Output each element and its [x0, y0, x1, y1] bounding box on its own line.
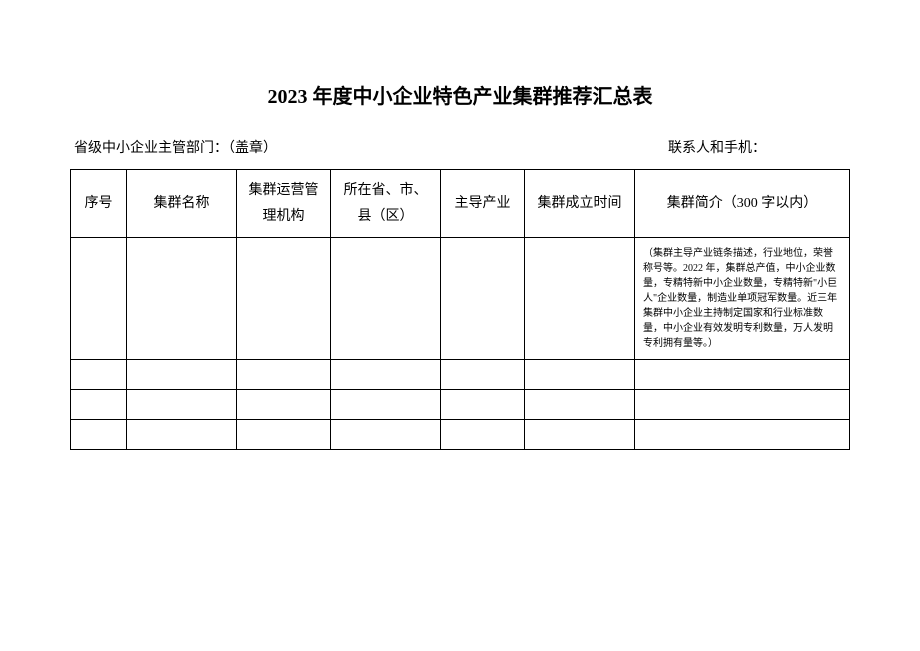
- cell-date: [525, 238, 635, 360]
- cell-org: [237, 390, 331, 420]
- cell-loc: [331, 360, 441, 390]
- cell-intro: （集群主导产业链条描述，行业地位，荣誉称号等。2022 年，集群总产值，中小企业…: [635, 238, 850, 360]
- info-row: 省级中小企业主管部门：（盖章） 联系人和手机：: [70, 137, 850, 157]
- department-label: 省级中小企业主管部门：（盖章）: [74, 137, 277, 157]
- cell-seq: [71, 390, 127, 420]
- col-intro: 集群简介（300 字以内）: [635, 170, 850, 238]
- cell-industry: [441, 420, 525, 450]
- table-row: [71, 390, 850, 420]
- cell-intro: [635, 390, 850, 420]
- col-org: 集群运营管理机构: [237, 170, 331, 238]
- contact-label: 联系人和手机：: [668, 137, 846, 157]
- table-row: [71, 360, 850, 390]
- table-row: [71, 420, 850, 450]
- table-row: （集群主导产业链条描述，行业地位，荣誉称号等。2022 年，集群总产值，中小企业…: [71, 238, 850, 360]
- col-seq: 序号: [71, 170, 127, 238]
- cell-seq: [71, 360, 127, 390]
- cell-seq: [71, 238, 127, 360]
- cell-loc: [331, 390, 441, 420]
- cell-loc: [331, 238, 441, 360]
- cell-name: [127, 360, 237, 390]
- cell-org: [237, 360, 331, 390]
- cell-seq: [71, 420, 127, 450]
- cell-name: [127, 420, 237, 450]
- page-title: 2023 年度中小企业特色产业集群推荐汇总表: [70, 80, 850, 109]
- cell-industry: [441, 238, 525, 360]
- cell-name: [127, 390, 237, 420]
- cell-org: [237, 238, 331, 360]
- cell-date: [525, 420, 635, 450]
- cell-intro: [635, 360, 850, 390]
- cell-name: [127, 238, 237, 360]
- cell-org: [237, 420, 331, 450]
- cell-industry: [441, 390, 525, 420]
- cell-date: [525, 360, 635, 390]
- cell-loc: [331, 420, 441, 450]
- col-loc: 所在省、市、县（区）: [331, 170, 441, 238]
- summary-table: 序号 集群名称 集群运营管理机构 所在省、市、县（区） 主导产业 集群成立时间 …: [70, 169, 850, 450]
- cell-intro: [635, 420, 850, 450]
- cell-industry: [441, 360, 525, 390]
- col-industry: 主导产业: [441, 170, 525, 238]
- col-date: 集群成立时间: [525, 170, 635, 238]
- table-header-row: 序号 集群名称 集群运营管理机构 所在省、市、县（区） 主导产业 集群成立时间 …: [71, 170, 850, 238]
- col-name: 集群名称: [127, 170, 237, 238]
- cell-date: [525, 390, 635, 420]
